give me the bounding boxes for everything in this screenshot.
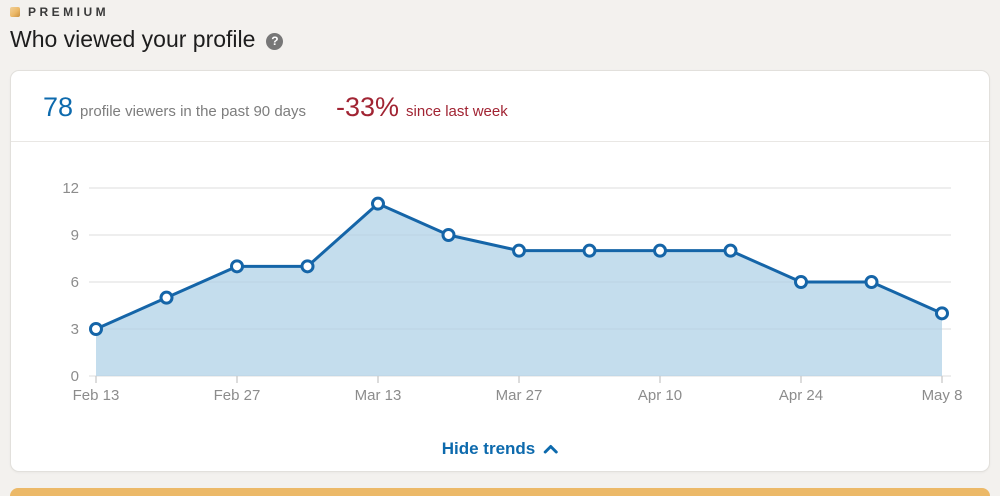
svg-text:Feb 27: Feb 27 [214, 387, 261, 404]
hide-trends-button[interactable]: Hide trends [434, 435, 567, 463]
premium-gold-bar [10, 488, 990, 496]
stats-row: 78 profile viewers in the past 90 days -… [43, 92, 969, 123]
svg-text:3: 3 [71, 321, 79, 338]
svg-text:6: 6 [71, 274, 79, 291]
stats-divider [11, 141, 989, 142]
svg-text:Feb 13: Feb 13 [73, 387, 120, 404]
hide-trends-label: Hide trends [441, 439, 536, 458]
delta-label: since last week [406, 103, 508, 120]
svg-text:Apr 10: Apr 10 [638, 387, 682, 404]
svg-text:Mar 13: Mar 13 [355, 387, 402, 404]
svg-text:Mar 27: Mar 27 [496, 387, 543, 404]
title-row: Who viewed your profile ? [10, 26, 284, 53]
svg-text:12: 12 [62, 180, 79, 197]
svg-text:May 8: May 8 [922, 387, 963, 404]
trend-chart: 0 3 6 9 12 Feb 13 Feb 27 Mar 13 Mar 27 Apr 10 Apr … [62, 180, 963, 404]
svg-text:0: 0 [71, 368, 79, 385]
svg-text:9: 9 [71, 227, 79, 244]
help-icon[interactable]: ? [266, 32, 284, 50]
viewer-count: 78 [43, 92, 74, 122]
delta-percent: -33% [336, 92, 400, 122]
chevron-up-icon [543, 445, 558, 454]
premium-icon [10, 7, 20, 17]
premium-badge: PREMIUM [10, 5, 109, 19]
premium-label: PREMIUM [28, 5, 110, 19]
profile-viewers-card: 78 profile viewers in the past 90 days -… [10, 70, 990, 472]
viewer-count-label: profile viewers in the past 90 days [80, 103, 306, 120]
svg-text:Apr 24: Apr 24 [779, 387, 823, 404]
help-icon-glyph: ? [271, 34, 279, 48]
page-title: Who viewed your profile [10, 26, 256, 52]
